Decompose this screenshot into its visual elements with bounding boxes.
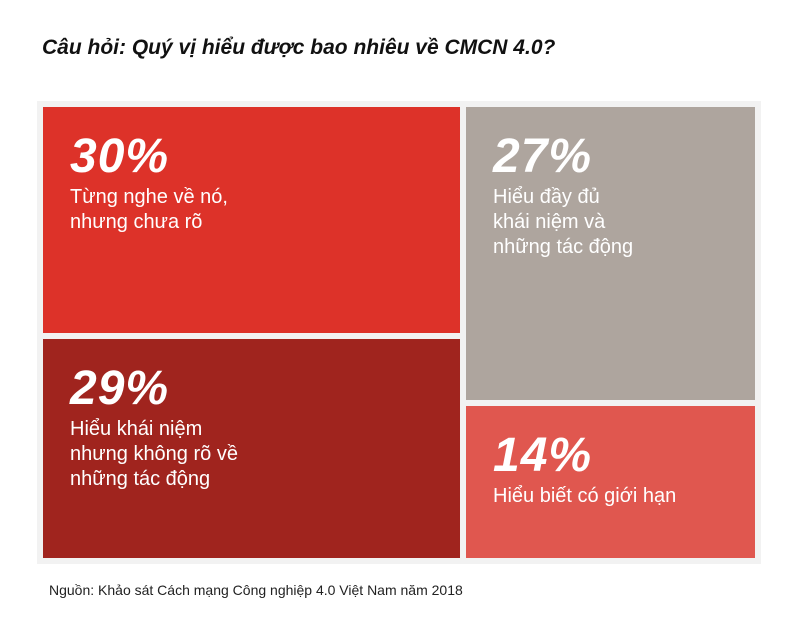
source-note: Nguồn: Khảo sát Cách mạng Công nghiệp 4.… [49,582,463,598]
category-label: Hiểu khái niệm nhưng không rõ về những t… [70,418,238,490]
value-label: 29% [70,362,170,415]
value-label: 27% [493,130,593,183]
chart-title: Câu hỏi: Quý vị hiểu được bao nhiêu về C… [42,36,556,59]
value-label: 14% [493,429,593,482]
value-label: 30% [70,130,170,183]
treemap-tile-concept: 29% Hiểu khái niệm nhưng không rõ về nhữn… [43,339,460,558]
category-label: Từng nghe về nó, nhưng chưa rõ [70,186,228,233]
treemap-tile-full: 27% Hiểu đầy đủ khái niệm và những tác độ… [466,107,755,400]
treemap-tile-limited: 14% Hiểu biết có giới hạn [466,406,755,558]
treemap-tile-heard: 30% Từng nghe về nó, nhưng chưa rõ [43,107,460,333]
category-label: Hiểu đầy đủ khái niệm và những tác động [493,186,634,258]
category-label: Hiểu biết có giới hạn [493,485,677,507]
treemap-chart: 30% Từng nghe về nó, nhưng chưa rõ 29% Hiểu… [37,101,761,564]
